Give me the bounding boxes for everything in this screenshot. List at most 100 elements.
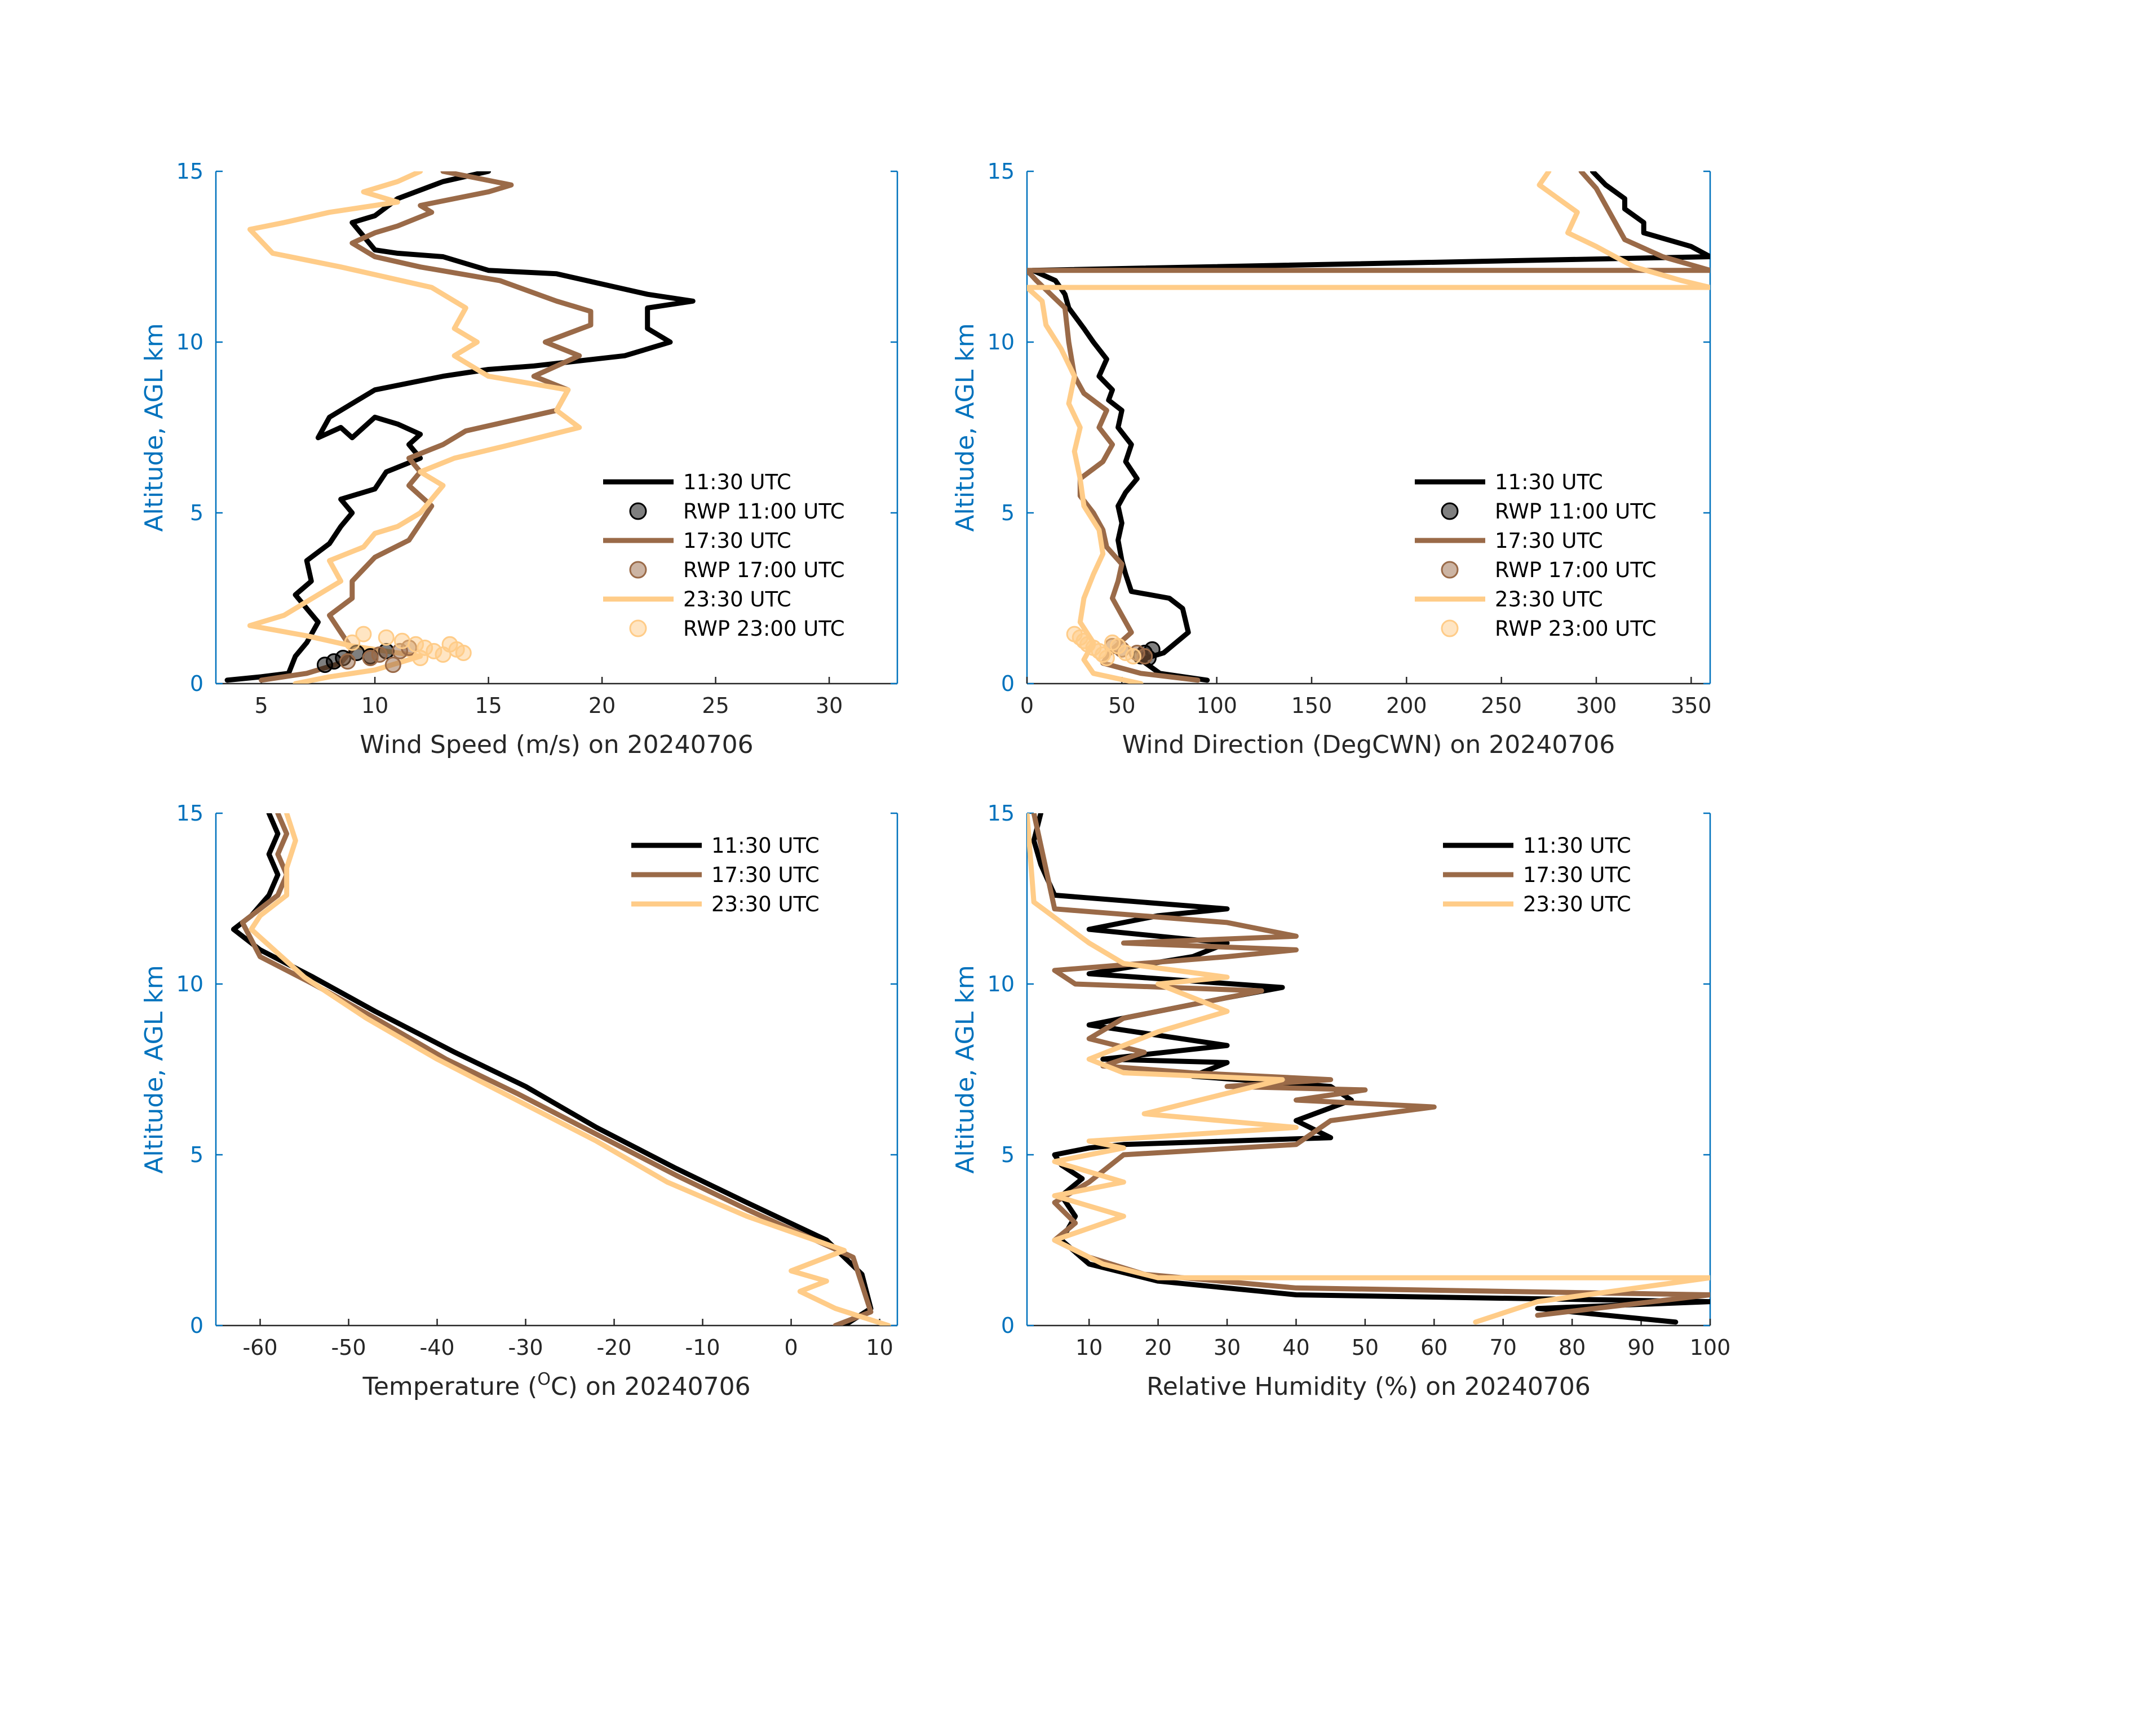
marker-rwp-23-00-utc bbox=[1098, 650, 1115, 667]
x-tick-label: 200 bbox=[1386, 693, 1427, 718]
x-axis-label: Wind Direction (DegCWN) on 20240706 bbox=[1122, 730, 1615, 759]
chart-relative-humidity: 0 5 10 15 10 20 30 40 50 60 70 80 90 100 Altitude, AGL… bbox=[951, 801, 1730, 1401]
series-line-23-30-utc bbox=[249, 813, 891, 1326]
series-line-17-30-utc bbox=[259, 171, 594, 683]
x-tick-label: 10 bbox=[361, 693, 388, 718]
marker-rwp-17-00-utc bbox=[371, 646, 388, 663]
legend-marker-swatch bbox=[629, 619, 647, 637]
legend-marker-swatch bbox=[629, 502, 647, 520]
legend-entry: 11:30 UTC bbox=[711, 834, 820, 858]
y-tick-label: 0 bbox=[1001, 671, 1015, 696]
legend-marker-swatch bbox=[1441, 502, 1459, 520]
plot-area bbox=[224, 171, 696, 684]
y-axis-label: Altitude, AGL km bbox=[140, 965, 169, 1173]
x-tick-label: 80 bbox=[1559, 1335, 1586, 1360]
x-tick-label: 40 bbox=[1282, 1335, 1309, 1360]
marker-rwp-23-00-utc bbox=[1125, 648, 1142, 665]
marker-rwp-23-00-utc bbox=[355, 626, 372, 642]
legend-entry: 23:30 UTC bbox=[711, 892, 820, 916]
x-tick-label: 100 bbox=[1690, 1335, 1731, 1360]
y-tick-label: 10 bbox=[176, 330, 203, 354]
legend-entry: RWP 11:00 UTC bbox=[1495, 499, 1657, 524]
y-axis-label: Altitude, AGL km bbox=[951, 323, 980, 531]
x-tick-label: 10 bbox=[1075, 1335, 1103, 1360]
x-axis-label: Relative Humidity (%) on 20240706 bbox=[1146, 1372, 1591, 1401]
x-tick-label: 300 bbox=[1576, 693, 1617, 718]
series-line-11-30-utc bbox=[1030, 171, 1710, 683]
legend-entry: 17:30 UTC bbox=[1495, 529, 1603, 553]
x-tick-label: 5 bbox=[255, 693, 268, 718]
y-tick-label: 0 bbox=[1001, 1313, 1015, 1338]
legend-entry: 17:30 UTC bbox=[711, 863, 820, 887]
series-line-23-30-utc bbox=[247, 171, 582, 684]
x-tick-label: 100 bbox=[1196, 693, 1237, 718]
legend-entry: 17:30 UTC bbox=[1523, 863, 1631, 887]
legend-entry: RWP 17:00 UTC bbox=[683, 558, 845, 582]
series-line-17-30-utc bbox=[240, 813, 874, 1326]
y-tick-label: 0 bbox=[190, 1313, 203, 1338]
x-tick-label: -60 bbox=[242, 1335, 277, 1360]
chart-temperature: 0 5 10 15 -60 -50 -40 -30 -20 -10 0 10 Altitude, AGL… bbox=[140, 801, 898, 1401]
x-tick-label: 60 bbox=[1420, 1335, 1447, 1360]
x-tick-label: 70 bbox=[1490, 1335, 1517, 1360]
x-tick-label: -10 bbox=[685, 1335, 720, 1360]
chart-wind-speed: 0 5 10 15 5 10 15 20 25 30 Altitude, AGL km Wind Sp… bbox=[140, 159, 898, 759]
legend-marker-swatch bbox=[1441, 561, 1459, 579]
plot-area bbox=[1027, 813, 1710, 1325]
y-tick-label: 10 bbox=[988, 972, 1015, 996]
legend-entry: 23:30 UTC bbox=[1523, 892, 1631, 916]
x-tick-label: 30 bbox=[816, 693, 843, 718]
legend: 11:30 UTC RWP 11:00 UTC 17:30 UTC RWP 17:00… bbox=[603, 470, 845, 641]
y-tick-label: 5 bbox=[1001, 500, 1015, 525]
marker-rwp-23-00-utc bbox=[378, 629, 395, 646]
x-tick-label: 0 bbox=[1020, 693, 1034, 718]
x-tick-label: 20 bbox=[588, 693, 616, 718]
x-tick-label: -50 bbox=[331, 1335, 366, 1360]
marker-rwp-23-00-utc bbox=[393, 632, 410, 649]
plot-area bbox=[231, 813, 891, 1326]
marker-rwp-17-00-utc bbox=[384, 657, 401, 673]
x-axis-label: Temperature (OC) on 20240706 bbox=[362, 1369, 750, 1401]
y-tick-label: 5 bbox=[190, 500, 203, 525]
marker-rwp-17-00-utc bbox=[339, 653, 356, 670]
x-axis-label-part: Temperature ( bbox=[362, 1372, 537, 1401]
marker-rwp-23-00-utc bbox=[455, 644, 472, 661]
x-axis-label-sup: O bbox=[537, 1369, 551, 1389]
legend: 11:30 UTC RWP 11:00 UTC 17:30 UTC RWP 17:00… bbox=[1415, 470, 1657, 641]
x-tick-label: 90 bbox=[1627, 1335, 1654, 1360]
legend-entry: 11:30 UTC bbox=[683, 470, 791, 494]
legend-entry: 23:30 UTC bbox=[683, 587, 791, 611]
y-tick-label: 10 bbox=[988, 330, 1015, 354]
x-tick-label: 150 bbox=[1291, 693, 1332, 718]
y-tick-label: 5 bbox=[1001, 1142, 1015, 1167]
series-line-23-30-utc bbox=[1027, 813, 1710, 1325]
y-tick-label: 15 bbox=[176, 159, 203, 184]
x-tick-label: 15 bbox=[475, 693, 502, 718]
plot-area bbox=[1027, 171, 1710, 684]
legend: 11:30 UTC 17:30 UTC 23:30 UTC bbox=[631, 834, 820, 916]
x-tick-label: 25 bbox=[702, 693, 729, 718]
legend-entry: 11:30 UTC bbox=[1523, 834, 1631, 858]
y-axis-label: Altitude, AGL km bbox=[951, 965, 980, 1173]
y-axis-label: Altitude, AGL km bbox=[140, 323, 169, 531]
legend-entry: 17:30 UTC bbox=[683, 529, 791, 553]
x-tick-label: 250 bbox=[1481, 693, 1522, 718]
legend-entry: 23:30 UTC bbox=[1495, 587, 1603, 611]
legend-entry: RWP 11:00 UTC bbox=[683, 499, 845, 524]
legend-entry: RWP 23:00 UTC bbox=[1495, 617, 1657, 641]
x-tick-label: 50 bbox=[1108, 693, 1135, 718]
x-tick-label: -20 bbox=[597, 1335, 632, 1360]
x-tick-label: 50 bbox=[1352, 1335, 1379, 1360]
legend-entry: RWP 23:00 UTC bbox=[683, 617, 845, 641]
x-tick-label: 0 bbox=[784, 1335, 798, 1360]
legend: 11:30 UTC 17:30 UTC 23:30 UTC bbox=[1443, 834, 1631, 916]
y-tick-label: 5 bbox=[190, 1142, 203, 1167]
x-tick-label: 350 bbox=[1671, 693, 1712, 718]
y-tick-label: 15 bbox=[988, 801, 1015, 826]
legend-marker-swatch bbox=[1441, 619, 1459, 637]
legend-entry: RWP 17:00 UTC bbox=[1495, 558, 1657, 582]
y-tick-label: 15 bbox=[176, 801, 203, 826]
y-tick-label: 15 bbox=[988, 159, 1015, 184]
